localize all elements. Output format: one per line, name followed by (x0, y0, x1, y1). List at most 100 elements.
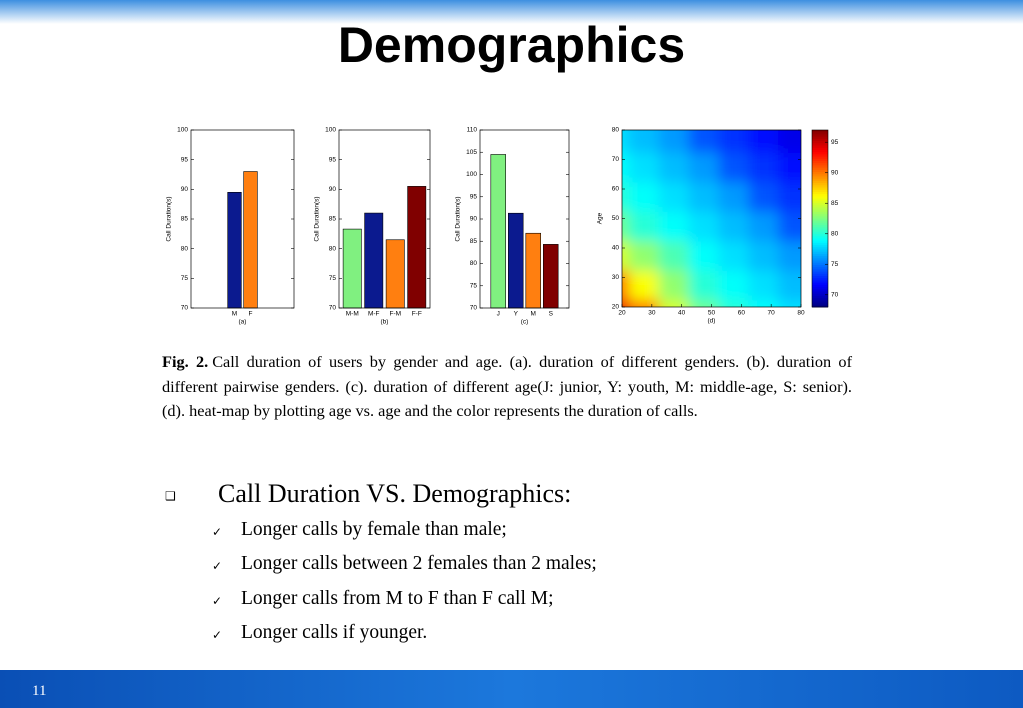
colorbar-swatch (812, 300, 828, 304)
colorbar-swatch (812, 158, 828, 162)
colorbar-swatch (812, 145, 828, 149)
y-axis-label: Age (597, 212, 604, 224)
colorbar-swatch (812, 295, 828, 299)
y-tick-label: 95 (470, 193, 478, 200)
y-tick-label: 90 (181, 186, 189, 193)
colorbar-tick-label: 95 (831, 139, 839, 146)
colorbar-swatch (812, 264, 828, 268)
colorbar-swatch (812, 245, 828, 248)
colorbar-swatch (812, 236, 828, 239)
y-tick-label: 50 (612, 215, 620, 222)
colorbar-swatch (812, 176, 828, 180)
x-tick-label: M-M (346, 311, 359, 318)
y-tick-label: 20 (612, 304, 620, 311)
colorbar-swatch (812, 249, 828, 253)
y-tick-label: 95 (181, 156, 189, 163)
top-band (0, 0, 1023, 24)
x-tick-label: 80 (797, 310, 805, 317)
axes-frame (190, 129, 295, 309)
axes-frame (338, 129, 431, 309)
colorbar-swatch (812, 260, 828, 264)
x-tick-label: 20 (618, 310, 626, 317)
heat-cell (778, 130, 801, 153)
colorbar-swatch (812, 280, 828, 284)
colorbar-swatch (812, 302, 828, 306)
colorbar-swatch (812, 207, 828, 211)
y-tick-label: 70 (329, 305, 337, 312)
colorbar-swatch (812, 156, 828, 160)
y-axis-label: Call Duration(s) (166, 196, 173, 241)
y-tick-label: 70 (612, 156, 620, 163)
colorbar-swatch (812, 165, 828, 169)
x-axis-label: (b) (381, 319, 389, 326)
y-tick-label: 85 (329, 216, 337, 223)
bullet-item: Longer calls if younger. (241, 621, 428, 643)
colorbar-swatch (812, 262, 828, 266)
y-tick-label: 80 (612, 127, 620, 134)
colorbar-swatch (812, 132, 828, 135)
colorbar-swatch (812, 203, 828, 206)
x-axis-label: (a) (239, 319, 247, 326)
y-tick-label: 40 (612, 245, 620, 252)
colorbar-tick-label: 85 (831, 200, 839, 207)
x-tick-label: 60 (738, 310, 746, 317)
bullet-icon: ❑ (165, 489, 176, 503)
y-tick-label: 90 (470, 216, 478, 223)
colorbar-swatch (812, 233, 828, 237)
y-tick-label: 100 (325, 127, 336, 134)
caption-text: Call duration of users by gender and age… (162, 352, 852, 420)
colorbar-swatch (812, 152, 828, 155)
y-tick-label: 70 (181, 305, 189, 312)
bar (490, 154, 506, 309)
colorbar-swatch (812, 187, 828, 191)
x-tick-label: M (531, 311, 536, 318)
y-tick-label: 90 (329, 186, 337, 193)
colorbar-swatch (812, 214, 828, 217)
y-tick-label: 100 (177, 127, 188, 134)
colorbar-swatch (812, 284, 828, 288)
colorbar-swatch (812, 229, 828, 233)
y-tick-label: 75 (329, 275, 337, 282)
colorbar-swatch (812, 141, 828, 144)
bar (543, 244, 559, 309)
colorbar-swatch (812, 172, 828, 175)
colorbar-swatch (812, 227, 828, 231)
colorbar-swatch (812, 240, 828, 244)
colorbar-swatch (812, 167, 828, 171)
colorbar-swatch (812, 231, 828, 235)
colorbar-swatch (812, 293, 828, 297)
bar (243, 171, 258, 309)
colorbar-swatch (812, 291, 828, 295)
colorbar-swatch (812, 130, 828, 133)
bar (364, 212, 384, 309)
bar (342, 228, 362, 309)
axes-frame (621, 129, 802, 308)
y-axis-label: Call Duration(s) (455, 196, 462, 241)
y-tick-label: 85 (181, 216, 189, 223)
x-tick-label: F-F (412, 311, 422, 318)
x-tick-label: 50 (708, 310, 716, 317)
colorbar-swatch (812, 282, 828, 286)
x-tick-label: M (232, 311, 237, 318)
colorbar-swatch (812, 222, 828, 226)
heatmap-cells (622, 130, 801, 307)
check-icon: ✓ (212, 525, 223, 539)
colorbar-swatch (812, 194, 828, 197)
colorbar-swatch (812, 154, 828, 158)
figure-caption: Fig. 2. Call duration of users by gender … (162, 350, 852, 424)
colorbar-swatch (812, 143, 828, 146)
colorbar-swatch (812, 174, 828, 177)
check-icon: ✓ (212, 593, 223, 608)
y-tick-label: 95 (329, 156, 337, 163)
y-tick-label: 60 (612, 186, 620, 193)
colorbar-swatch (812, 185, 828, 189)
bullet-heading: Call Duration VS. Demographics: (218, 479, 572, 508)
colorbar-swatch (812, 211, 828, 215)
colorbar-swatch (812, 269, 828, 273)
slide-title: Demographics (337, 17, 686, 73)
bullet-item: Longer calls from M to F than F call M; (241, 587, 554, 609)
colorbar-swatch (812, 276, 828, 279)
colorbar-swatch (812, 298, 828, 301)
y-tick-label: 85 (470, 238, 478, 245)
